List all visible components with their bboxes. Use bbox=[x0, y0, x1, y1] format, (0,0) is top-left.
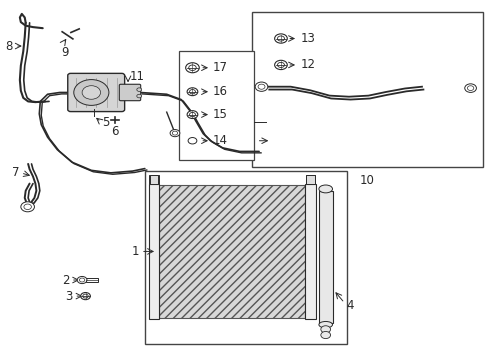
Circle shape bbox=[81, 293, 90, 300]
Ellipse shape bbox=[318, 185, 332, 193]
Bar bbox=[318, 191, 332, 323]
Circle shape bbox=[189, 90, 195, 94]
Circle shape bbox=[258, 84, 264, 89]
Circle shape bbox=[320, 332, 330, 339]
Circle shape bbox=[24, 204, 31, 210]
Bar bbox=[149, 175, 158, 184]
Text: 4: 4 bbox=[346, 299, 353, 312]
Text: 17: 17 bbox=[212, 61, 227, 74]
Circle shape bbox=[277, 36, 284, 41]
Circle shape bbox=[79, 278, 84, 282]
Circle shape bbox=[82, 294, 88, 298]
Bar bbox=[159, 185, 305, 318]
Text: 15: 15 bbox=[212, 108, 227, 121]
Text: 5: 5 bbox=[102, 116, 110, 129]
Circle shape bbox=[464, 84, 475, 93]
FancyBboxPatch shape bbox=[119, 84, 141, 101]
Circle shape bbox=[187, 88, 198, 96]
Text: 3: 3 bbox=[65, 289, 72, 303]
Text: 9: 9 bbox=[61, 46, 68, 59]
FancyBboxPatch shape bbox=[68, 73, 124, 112]
Circle shape bbox=[74, 80, 109, 105]
Text: 14: 14 bbox=[212, 134, 227, 147]
Bar bbox=[305, 175, 314, 184]
Circle shape bbox=[189, 112, 195, 117]
Circle shape bbox=[185, 63, 199, 73]
Bar bbox=[251, 12, 482, 167]
Circle shape bbox=[188, 138, 197, 144]
Ellipse shape bbox=[318, 321, 332, 328]
Text: 11: 11 bbox=[129, 69, 144, 82]
Circle shape bbox=[82, 86, 101, 99]
Circle shape bbox=[172, 131, 177, 135]
Text: 8: 8 bbox=[6, 40, 13, 53]
Circle shape bbox=[187, 111, 198, 118]
Bar bbox=[85, 278, 98, 282]
Text: 6: 6 bbox=[111, 125, 118, 138]
Circle shape bbox=[137, 94, 142, 98]
Circle shape bbox=[255, 82, 267, 91]
Circle shape bbox=[170, 130, 180, 137]
Bar bbox=[144, 171, 346, 344]
Text: 2: 2 bbox=[62, 274, 69, 287]
Text: 7: 7 bbox=[12, 166, 20, 179]
Text: 12: 12 bbox=[300, 58, 315, 71]
Circle shape bbox=[274, 60, 287, 69]
Circle shape bbox=[137, 88, 142, 91]
Bar bbox=[148, 184, 159, 319]
Circle shape bbox=[277, 62, 284, 67]
Circle shape bbox=[467, 86, 473, 90]
Bar bbox=[305, 175, 315, 184]
Circle shape bbox=[77, 276, 87, 284]
Circle shape bbox=[188, 65, 196, 71]
Bar bbox=[81, 279, 85, 281]
Text: 10: 10 bbox=[359, 174, 374, 187]
Circle shape bbox=[274, 34, 287, 43]
Circle shape bbox=[320, 326, 330, 333]
Text: 13: 13 bbox=[300, 32, 315, 45]
Text: 1: 1 bbox=[131, 245, 139, 258]
Circle shape bbox=[21, 202, 34, 212]
Bar bbox=[179, 51, 254, 160]
Bar bbox=[149, 175, 159, 184]
Bar bbox=[305, 184, 315, 319]
Text: 16: 16 bbox=[212, 85, 227, 98]
